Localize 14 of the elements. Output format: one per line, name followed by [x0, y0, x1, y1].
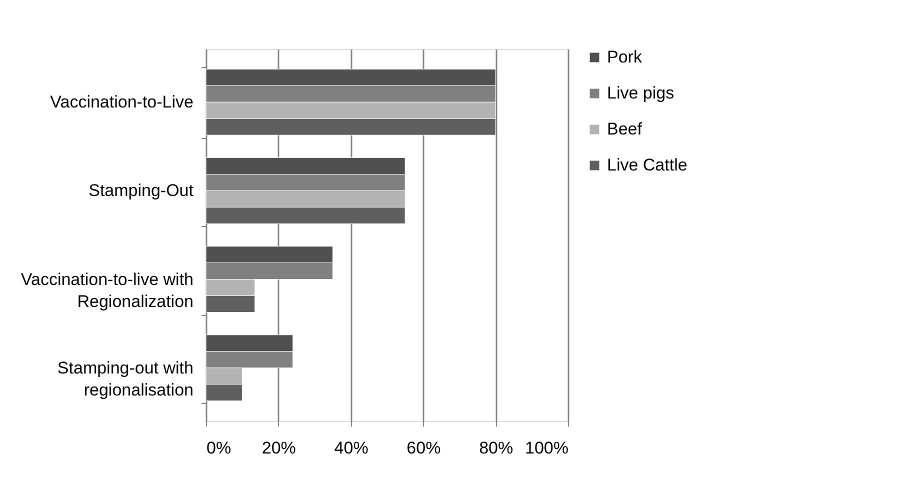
legend-label: Live Cattle [607, 156, 688, 174]
y-tick-label: Vaccination-to-Live [50, 92, 194, 112]
legend-label: Pork [607, 48, 642, 66]
legend-label: Beef [607, 120, 642, 138]
x-tick-label: 100% [525, 438, 568, 458]
x-tick-label: 40% [334, 438, 368, 458]
y-tick-label: Vaccination-to-live with Regionalization [20, 270, 194, 311]
x-tick-label: 60% [406, 438, 441, 458]
x-tick-label: 80% [479, 438, 514, 458]
x-tick-label: 0% [206, 438, 232, 458]
legend-label: Live pigs [607, 84, 674, 102]
y-tick-label: Stamping-Out [88, 181, 194, 200]
y-tick-label: Stamping-out with regionalisation [57, 358, 194, 400]
x-tick-label: 20% [262, 438, 296, 458]
